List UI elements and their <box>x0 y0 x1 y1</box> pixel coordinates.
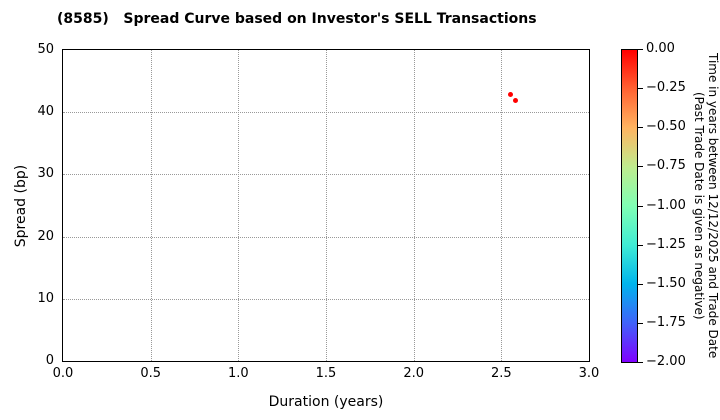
y-tick-label: 20 <box>37 228 54 244</box>
chart-title: (8585) Spread Curve based on Investor's … <box>57 11 537 27</box>
colorbar-tick-label: 0.00 <box>646 41 675 56</box>
y-tick-label: 0 <box>45 353 54 368</box>
x-gridline <box>501 50 503 361</box>
colorbar-tick-label: −1.75 <box>646 315 686 330</box>
x-gridline <box>238 50 240 361</box>
colorbar-label: Time in years between 12/12/2025 and Tra… <box>692 49 720 363</box>
y-tick-label: 10 <box>37 290 54 306</box>
scatter-point <box>512 97 518 103</box>
y-tick-label: 50 <box>37 42 54 57</box>
x-axis-label: Duration (years) <box>268 394 384 410</box>
x-gridline <box>326 50 327 361</box>
x-tick-label: 1.5 <box>315 366 337 381</box>
colorbar-tick <box>638 166 643 167</box>
x-tick-label: 0.0 <box>52 366 74 381</box>
x-tick-label: 0.5 <box>140 366 161 381</box>
colorbar-tick-label: −1.00 <box>646 198 686 213</box>
colorbar-tick <box>638 362 643 363</box>
colorbar-label-line2: (Past Trade Date is given as negative) <box>692 92 706 320</box>
y-tick-label: 30 <box>37 166 54 182</box>
colorbar-gradient <box>621 49 638 363</box>
x-tick-label: 3.0 <box>578 366 600 381</box>
colorbar-tick-label: −0.75 <box>646 158 686 173</box>
y-tick-label: 40 <box>37 104 54 120</box>
colorbar-tick <box>638 284 643 285</box>
colorbar-label-line1: Time in years between 12/12/2025 and Tra… <box>706 53 720 359</box>
y-gridline <box>63 174 589 176</box>
y-gridline <box>63 298 589 300</box>
colorbar-tick <box>638 88 643 89</box>
x-tick-label: 2.0 <box>403 366 424 381</box>
colorbar-tick-label: −1.50 <box>646 276 686 291</box>
x-gridline <box>150 50 152 361</box>
plot-area <box>62 49 590 362</box>
colorbar-tick <box>638 127 643 128</box>
colorbar-tick-label: −0.25 <box>646 80 686 95</box>
x-tick-label: 2.5 <box>490 366 512 381</box>
y-gridline <box>63 112 589 114</box>
x-tick-label: 1.0 <box>227 366 249 381</box>
colorbar-tick-label: −2.00 <box>646 354 686 369</box>
colorbar-tick-label: −0.50 <box>646 119 686 134</box>
colorbar-tick <box>638 245 643 246</box>
colorbar-tick <box>638 206 643 207</box>
x-gridline <box>413 50 415 361</box>
scatter-point <box>507 92 513 98</box>
y-gridline <box>63 236 589 238</box>
colorbar-tick-label: −1.25 <box>646 237 686 252</box>
colorbar-tick <box>638 323 643 324</box>
colorbar-tick <box>638 49 643 50</box>
